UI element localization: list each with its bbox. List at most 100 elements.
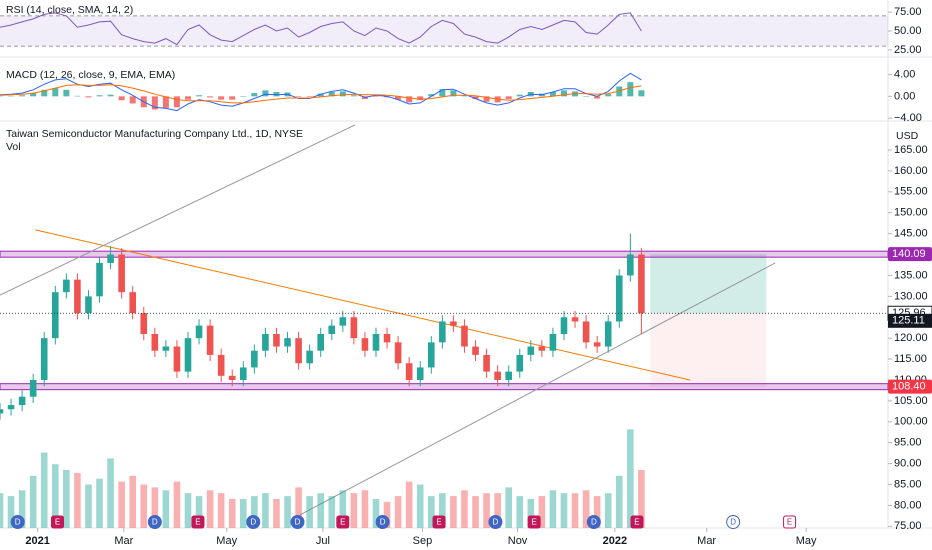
candle-body (560, 317, 568, 334)
rsi-line (0, 12, 642, 46)
volume-bar (29, 475, 37, 528)
y-tick-label: 100.00 (894, 416, 928, 428)
candle-body (516, 354, 524, 372)
volume-bar (427, 496, 435, 528)
candle-body (638, 254, 645, 314)
macd-title: MACD (12, 26, close, 9, EMA, EMA) (6, 69, 175, 81)
volume-bar (615, 475, 623, 528)
macd-histogram-bar (8, 95, 15, 97)
candle-body (328, 325, 336, 334)
y-tick-label: 130.00 (894, 290, 928, 302)
candle-body (262, 333, 269, 351)
candle-body (582, 321, 590, 343)
candle-body (483, 354, 490, 372)
candle-body (284, 338, 291, 347)
volume-bar (483, 493, 490, 528)
volume-bar (7, 496, 15, 528)
candle-body (494, 371, 501, 380)
candle-body (405, 363, 413, 380)
candle-body (472, 346, 479, 355)
candle-body (228, 375, 236, 380)
candle-body (29, 379, 37, 397)
y-tick-label: 75.00 (894, 520, 922, 532)
volume-bar (405, 481, 413, 528)
volume-bar (51, 464, 59, 528)
event-label: E (634, 518, 639, 527)
x-tick-label: Nov (508, 535, 528, 547)
macd-histogram-bar (207, 96, 214, 98)
event-label: E (55, 518, 60, 527)
event-label: E (787, 518, 792, 527)
candle-body (74, 279, 81, 314)
volume-bar (339, 490, 347, 528)
y-tick-label: 0.00 (894, 90, 915, 102)
volume-bar (604, 493, 612, 528)
macd-histogram-bar (406, 96, 413, 103)
x-tick-label: May (796, 535, 817, 547)
trend-line (299, 262, 776, 516)
x-tick-label: 2021 (25, 535, 49, 547)
candle-body (627, 254, 634, 276)
macd-histogram-bar (107, 94, 114, 97)
macd-histogram-bar (350, 95, 357, 97)
trend-line (35, 229, 691, 381)
level-price-label: 140.09 (892, 248, 926, 260)
volume-bar (516, 496, 524, 528)
volume-bar (295, 487, 302, 528)
macd-histogram-bar (74, 95, 81, 97)
macd-histogram-bar (151, 96, 158, 110)
volume-bar (18, 490, 26, 528)
macd-histogram-bar (583, 96, 590, 97)
dividend-marker (375, 515, 390, 529)
volume-bar (195, 496, 203, 528)
candle-body (416, 367, 424, 380)
macd-histogram-bar (439, 89, 446, 97)
candle-body (317, 333, 324, 351)
candle-body (394, 342, 402, 364)
volume-bar (472, 496, 479, 528)
candle-body (0, 409, 4, 414)
volume-bar (284, 496, 291, 528)
y-tick-label: 120.00 (894, 332, 928, 344)
volume-bar (118, 481, 125, 528)
candle-body (593, 342, 601, 347)
volume-bar (96, 478, 103, 528)
macd-histogram-bar (505, 96, 512, 100)
position-target (650, 254, 767, 314)
earnings-marker (336, 515, 350, 529)
candle-body (140, 313, 148, 334)
macd-histogram-bar (96, 95, 103, 97)
y-tick-label: 85.00 (894, 478, 922, 490)
volume-bar (251, 496, 258, 528)
macd-histogram-bar (627, 82, 634, 97)
volume-bar (40, 452, 48, 528)
candle-body (450, 321, 457, 326)
candle-body (162, 346, 170, 351)
candle-body (107, 254, 114, 263)
currency: USD (896, 130, 919, 142)
dividend-marker (726, 515, 741, 529)
marker-price-label: 125.11 (892, 315, 925, 327)
macd-histogram-bar (295, 96, 302, 97)
volume-bar (582, 490, 590, 528)
candle-body (7, 405, 15, 410)
volume-bar (317, 493, 324, 528)
macd-histogram-bar (384, 96, 391, 98)
event-label: D (152, 518, 158, 527)
candle-body (571, 317, 579, 322)
rsi-title: RSI (14, close, SMA, 14, 2) (6, 4, 133, 16)
candle-body (372, 333, 380, 351)
y-tick-label: 25.00 (894, 44, 922, 56)
x-tick-label: Mar (114, 535, 133, 547)
trend-line (0, 124, 356, 296)
volume-bar (450, 496, 457, 528)
volume-title: Vol (6, 141, 21, 153)
level-band (0, 250, 888, 258)
volume-bar (461, 490, 468, 528)
level-price-tag (888, 379, 932, 394)
candle-body (306, 350, 313, 364)
volume-bar (494, 493, 501, 528)
candle-body (350, 317, 358, 339)
candle-body (538, 346, 546, 351)
